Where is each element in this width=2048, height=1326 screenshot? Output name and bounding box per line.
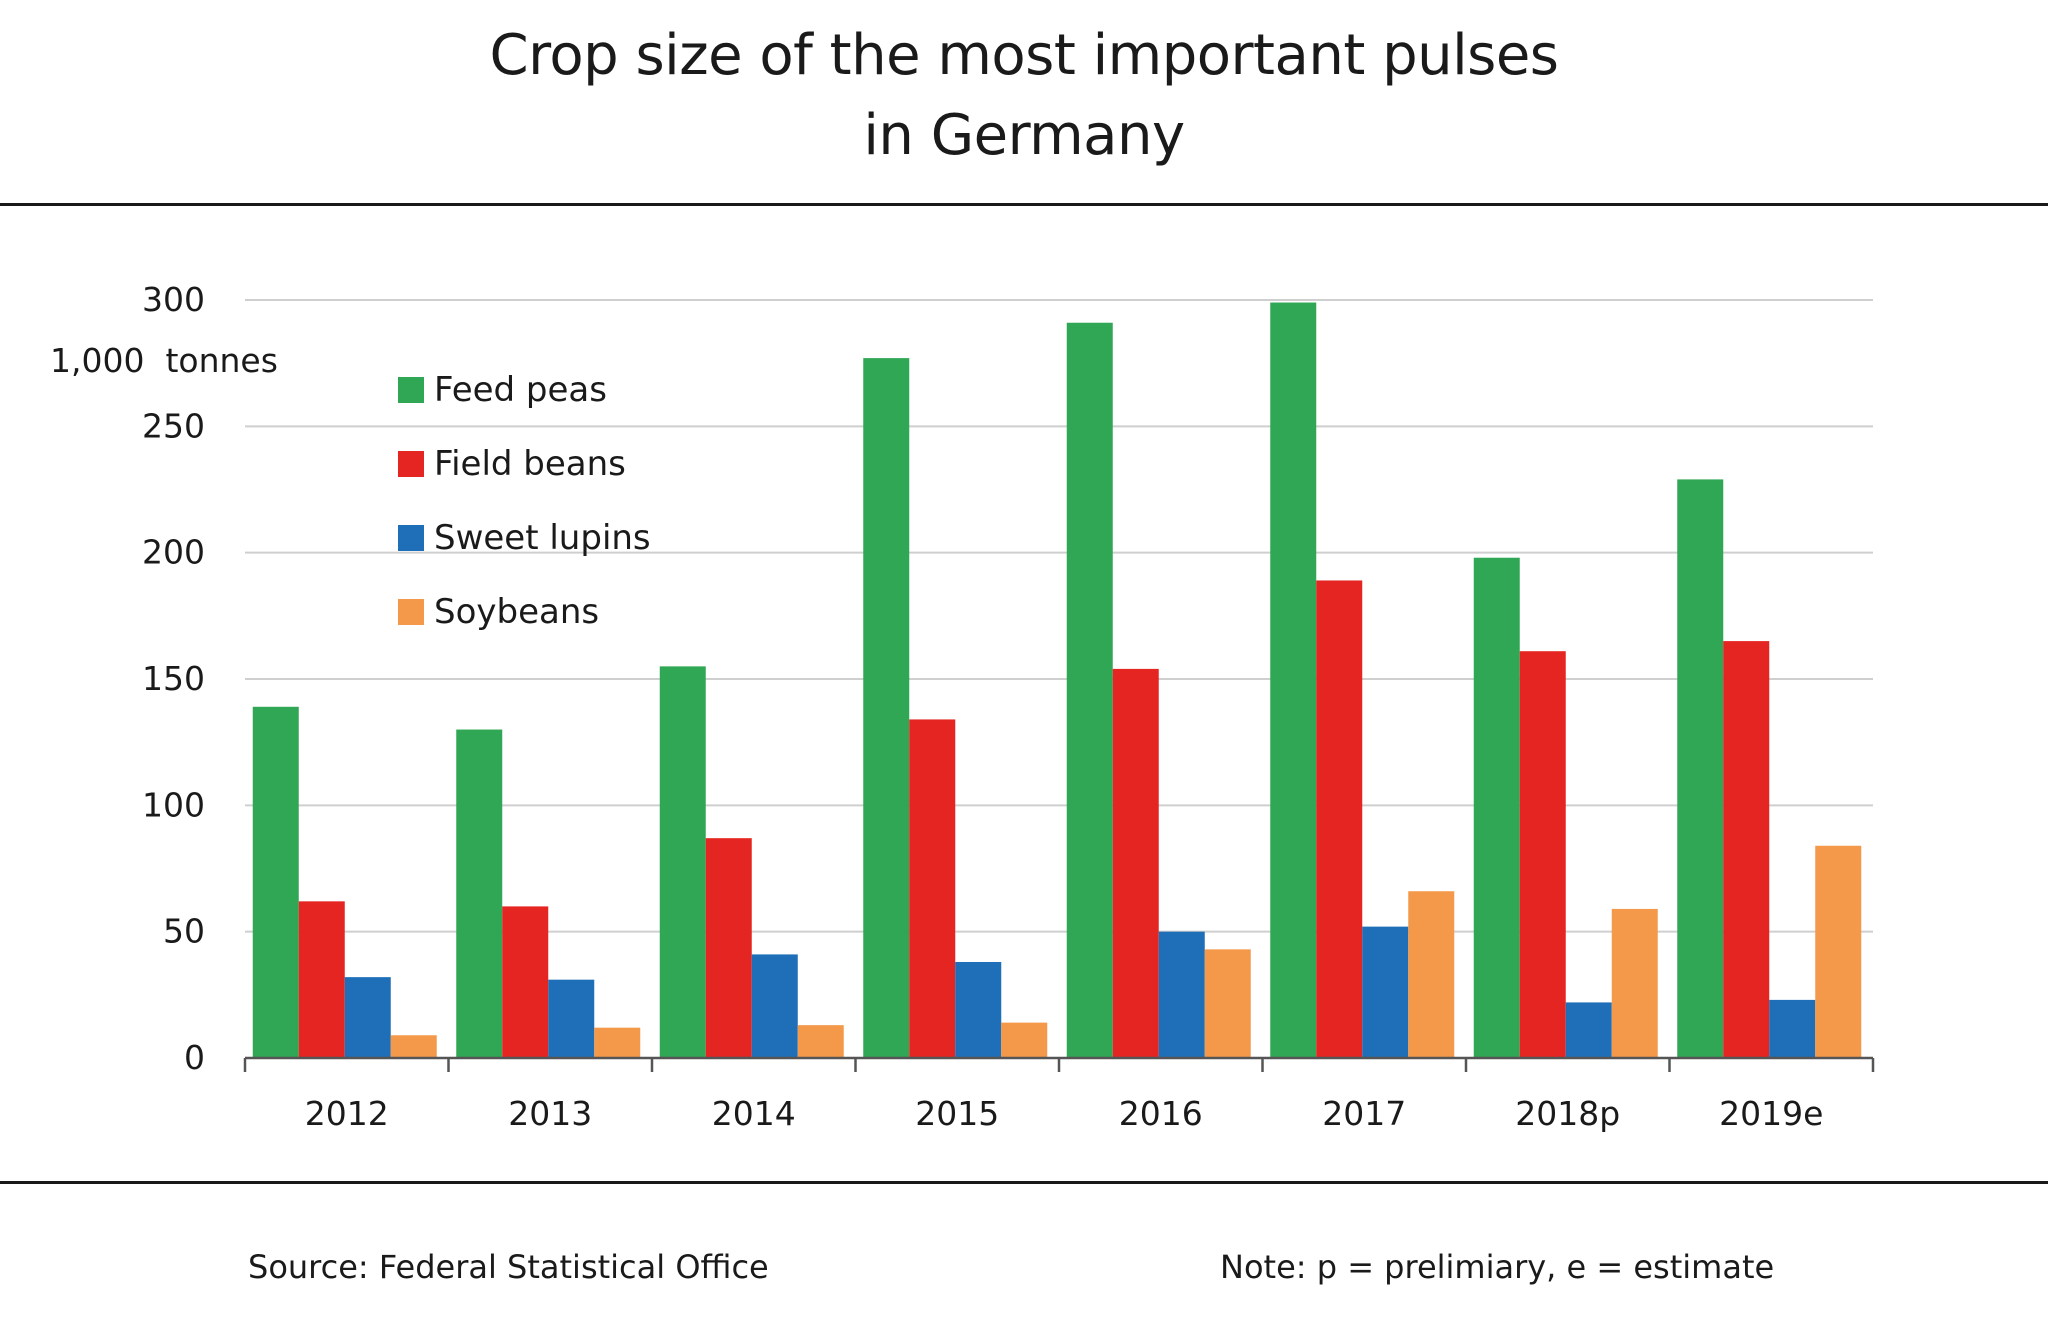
bar-sweet-lupins-2019e (1769, 999, 1816, 1058)
bar-feed-peas-2015 (863, 358, 910, 1058)
chart-title-line1: Crop size of the most important pulses (489, 23, 1559, 88)
bar-field-beans-2017 (1316, 580, 1363, 1058)
x-tick-label-2013: 2013 (508, 1094, 592, 1133)
bars (252, 302, 1862, 1059)
bar-feed-peas-2013 (456, 729, 503, 1058)
x-tick-label-2016: 2016 (1119, 1094, 1203, 1133)
x-tick-label-2018p: 2018p (1515, 1094, 1620, 1133)
bar-field-beans-2012 (298, 901, 345, 1058)
bottom-divider (0, 1181, 2048, 1184)
y-tick-label-100: 100 (142, 785, 205, 824)
bar-field-beans-2014 (705, 838, 752, 1058)
x-tick-label-2017: 2017 (1322, 1094, 1406, 1133)
bar-field-beans-2018p (1519, 651, 1566, 1058)
legend-swatch-feed-peas (398, 377, 424, 403)
y-tick-label-50: 50 (163, 912, 205, 951)
x-tick-label-2012: 2012 (305, 1094, 389, 1133)
axes (243, 1056, 1875, 1072)
y-tick-label-0: 0 (184, 1038, 205, 1077)
x-tick-label-2015: 2015 (915, 1094, 999, 1133)
bar-feed-peas-2016 (1066, 322, 1113, 1058)
bar-soybeans-2019e (1815, 845, 1862, 1058)
bar-sweet-lupins-2016 (1158, 931, 1205, 1058)
bar-feed-peas-2017 (1270, 302, 1317, 1058)
legend-label-field-beans: Field beans (434, 444, 626, 484)
bar-soybeans-2018p (1611, 908, 1658, 1058)
legend-label-soybeans: Soybeans (434, 592, 599, 632)
source-note: Source: Federal Statistical Office (248, 1248, 769, 1286)
legend: Feed peas Field beans Sweet lupins Soybeans (398, 370, 651, 632)
bar-sweet-lupins-2015 (955, 961, 1002, 1058)
bar-soybeans-2016 (1204, 949, 1251, 1058)
bar-feed-peas-2019e (1677, 479, 1724, 1059)
bar-soybeans-2014 (797, 1025, 844, 1058)
bar-soybeans-2015 (1001, 1022, 1048, 1058)
legend-swatch-soybeans (398, 599, 424, 625)
legend-swatch-field-beans (398, 451, 424, 477)
legend-label-sweet-lupins: Sweet lupins (434, 518, 651, 558)
x-tick-label-2019e: 2019e (1719, 1094, 1823, 1133)
bar-field-beans-2013 (502, 906, 549, 1058)
legend-label-feed-peas: Feed peas (434, 370, 607, 410)
bar-sweet-lupins-2013 (548, 979, 595, 1058)
y-tick-label-250: 250 (142, 406, 205, 445)
y-tick-label-200: 200 (142, 533, 205, 572)
bar-sweet-lupins-2012 (344, 977, 391, 1058)
legend-swatch-sweet-lupins (398, 525, 424, 551)
y-tick-label-150: 150 (142, 659, 205, 698)
bar-soybeans-2013 (594, 1027, 641, 1058)
bar-feed-peas-2014 (659, 666, 706, 1058)
bar-soybeans-2012 (390, 1035, 437, 1058)
top-divider (0, 203, 2048, 206)
x-tick-labels: 2012 2013 2014 2015 2016 2017 2018p 2019e (305, 1094, 1824, 1133)
chart-title-line2: in Germany (863, 103, 1185, 168)
bar-sweet-lupins-2014 (751, 954, 798, 1058)
bar-field-beans-2019e (1723, 641, 1770, 1058)
x-tick-label-2014: 2014 (712, 1094, 796, 1133)
y-tick-labels: 0 50 100 150 200 250 300 (142, 280, 205, 1077)
bar-soybeans-2017 (1408, 891, 1455, 1058)
bar-field-beans-2015 (909, 719, 956, 1058)
bar-sweet-lupins-2018p (1565, 1002, 1612, 1058)
bar-field-beans-2016 (1112, 668, 1159, 1058)
y-tick-label-300: 300 (142, 280, 205, 319)
y-axis-label: 1,000 tonnes (50, 341, 278, 380)
abbreviation-note: Note: p = prelimiary, e = estimate (1220, 1248, 1775, 1286)
bar-feed-peas-2018p (1473, 557, 1520, 1058)
bar-sweet-lupins-2017 (1362, 926, 1409, 1058)
bar-feed-peas-2012 (252, 706, 299, 1058)
